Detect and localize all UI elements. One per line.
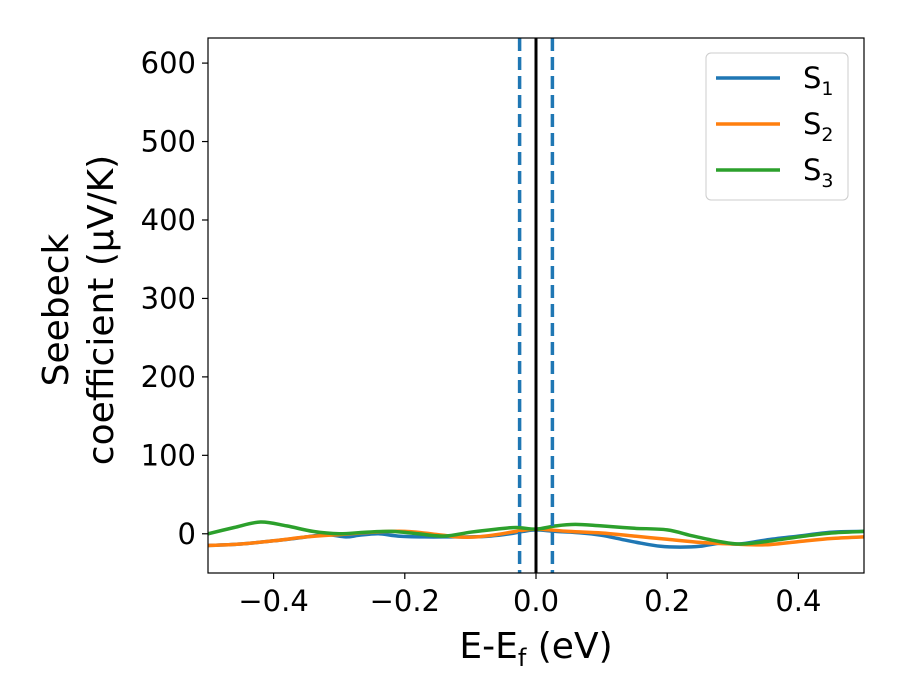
y-axis-label-line1: Seebeck: [36, 233, 77, 386]
x-tick-label: −0.4: [238, 584, 308, 618]
y-tick-label: 300: [141, 281, 196, 315]
y-axis-label: Seebeck coefficient (μV/K): [36, 155, 122, 465]
x-tick-label: 0.0: [513, 584, 559, 618]
x-axis-label-sub: f: [518, 644, 527, 672]
legend-label-s1: S1: [803, 61, 834, 100]
legend-label-s3: S3: [803, 153, 834, 192]
legend-box: [705, 52, 849, 201]
y-tick-label: 500: [141, 125, 196, 159]
y-tick-label: 100: [141, 438, 196, 472]
y-tick-label: 0: [178, 517, 196, 551]
y-tick-label: 400: [141, 203, 196, 237]
x-tick-label: 0.4: [775, 584, 821, 618]
legend-label-s2: S2: [803, 107, 834, 146]
y-tick-label: 200: [141, 360, 196, 394]
y-tick-label: 600: [141, 46, 196, 80]
series-line-s3: [208, 520, 864, 546]
x-tick-label: −0.2: [370, 584, 440, 618]
x-tick-label: 0.2: [644, 584, 690, 618]
x-axis-label-unit: (eV): [526, 626, 612, 667]
x-axis-label: E-Ef (eV): [459, 626, 612, 672]
x-axis-label-main: E-E: [459, 626, 517, 667]
y-axis-label-line2: coefficient (μV/K): [81, 155, 122, 465]
legend: S1 S2 S3: [705, 52, 849, 201]
